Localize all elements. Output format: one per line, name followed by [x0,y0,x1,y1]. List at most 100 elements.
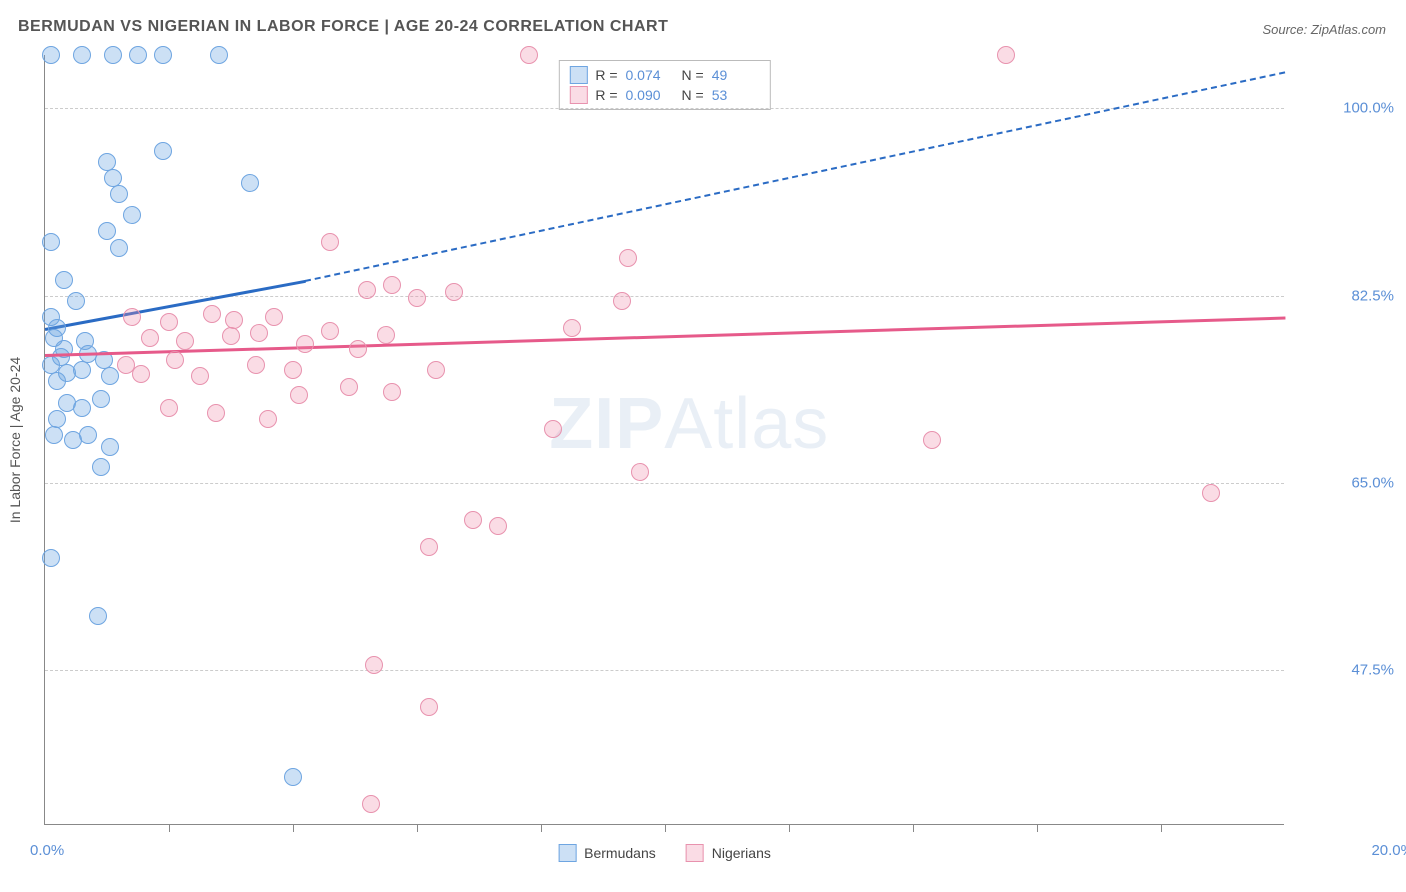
x-tick [293,824,294,832]
data-point [358,281,376,299]
data-point [997,46,1015,64]
data-point [207,404,225,422]
data-point [241,174,259,192]
trend-line-extrapolated [305,71,1285,281]
data-point [42,233,60,251]
data-point [362,795,380,813]
data-point [489,517,507,535]
stats-row-nigerians: R = 0.090 N = 53 [569,85,759,105]
chart-title: BERMUDAN VS NIGERIAN IN LABOR FORCE | AG… [18,18,668,36]
data-point [210,46,228,64]
data-point [73,399,91,417]
x-axis-start-label: 0.0% [30,842,64,859]
data-point [42,549,60,567]
data-point [284,768,302,786]
data-point [48,410,66,428]
data-point [101,438,119,456]
data-point [265,308,283,326]
data-point [259,410,277,428]
data-point [284,361,302,379]
swatch-bermudans-bottom [558,844,576,862]
data-point [92,458,110,476]
data-point [222,327,240,345]
data-point [250,324,268,342]
stats-row-bermudans: R = 0.074 N = 49 [569,65,759,85]
data-point [377,326,395,344]
swatch-nigerians [569,86,587,104]
data-point [123,206,141,224]
y-tick-label: 82.5% [1294,287,1394,304]
data-point [420,698,438,716]
data-point [160,399,178,417]
data-point [321,322,339,340]
data-point [104,46,122,64]
data-point [290,386,308,404]
y-tick-label: 100.0% [1294,100,1394,117]
data-point [67,292,85,310]
data-point [45,426,63,444]
x-tick [169,824,170,832]
source-attribution: Source: ZipAtlas.com [1262,22,1386,37]
data-point [365,656,383,674]
y-tick-label: 47.5% [1294,661,1394,678]
data-point [92,390,110,408]
data-point [408,289,426,307]
data-point [1202,484,1220,502]
data-point [247,356,265,374]
data-point [73,46,91,64]
data-point [923,431,941,449]
data-point [225,311,243,329]
x-tick [789,824,790,832]
data-point [48,372,66,390]
y-axis-label: In Labor Force | Age 20-24 [7,356,23,522]
data-point [427,361,445,379]
data-point [89,607,107,625]
data-point [101,367,119,385]
data-point [73,361,91,379]
data-point [123,308,141,326]
data-point [383,276,401,294]
data-point [563,319,581,337]
data-point [110,185,128,203]
data-point [98,222,116,240]
data-point [464,511,482,529]
data-point [420,538,438,556]
bottom-legend: Bermudans Nigerians [558,844,771,862]
data-point [129,46,147,64]
x-tick [665,824,666,832]
data-point [154,46,172,64]
data-point [619,249,637,267]
data-point [154,142,172,160]
gridline [45,483,1284,484]
legend-item-bermudans: Bermudans [558,844,656,862]
data-point [613,292,631,310]
data-point [160,313,178,331]
data-point [296,335,314,353]
data-point [383,383,401,401]
stats-legend: R = 0.074 N = 49 R = 0.090 N = 53 [558,60,770,110]
data-point [141,329,159,347]
data-point [110,239,128,257]
y-tick-label: 65.0% [1294,474,1394,491]
x-tick [417,824,418,832]
x-tick [1161,824,1162,832]
x-tick [1037,824,1038,832]
swatch-nigerians-bottom [686,844,704,862]
data-point [321,233,339,251]
data-point [631,463,649,481]
data-point [132,365,150,383]
x-axis-end-label: 20.0% [1371,842,1406,859]
data-point [544,420,562,438]
x-tick [913,824,914,832]
chart-container: BERMUDAN VS NIGERIAN IN LABOR FORCE | AG… [0,0,1406,892]
x-tick [541,824,542,832]
data-point [191,367,209,385]
gridline [45,108,1284,109]
data-point [349,340,367,358]
data-point [520,46,538,64]
data-point [176,332,194,350]
gridline [45,670,1284,671]
watermark: ZIPAtlas [549,383,829,465]
data-point [445,283,463,301]
data-point [55,271,73,289]
